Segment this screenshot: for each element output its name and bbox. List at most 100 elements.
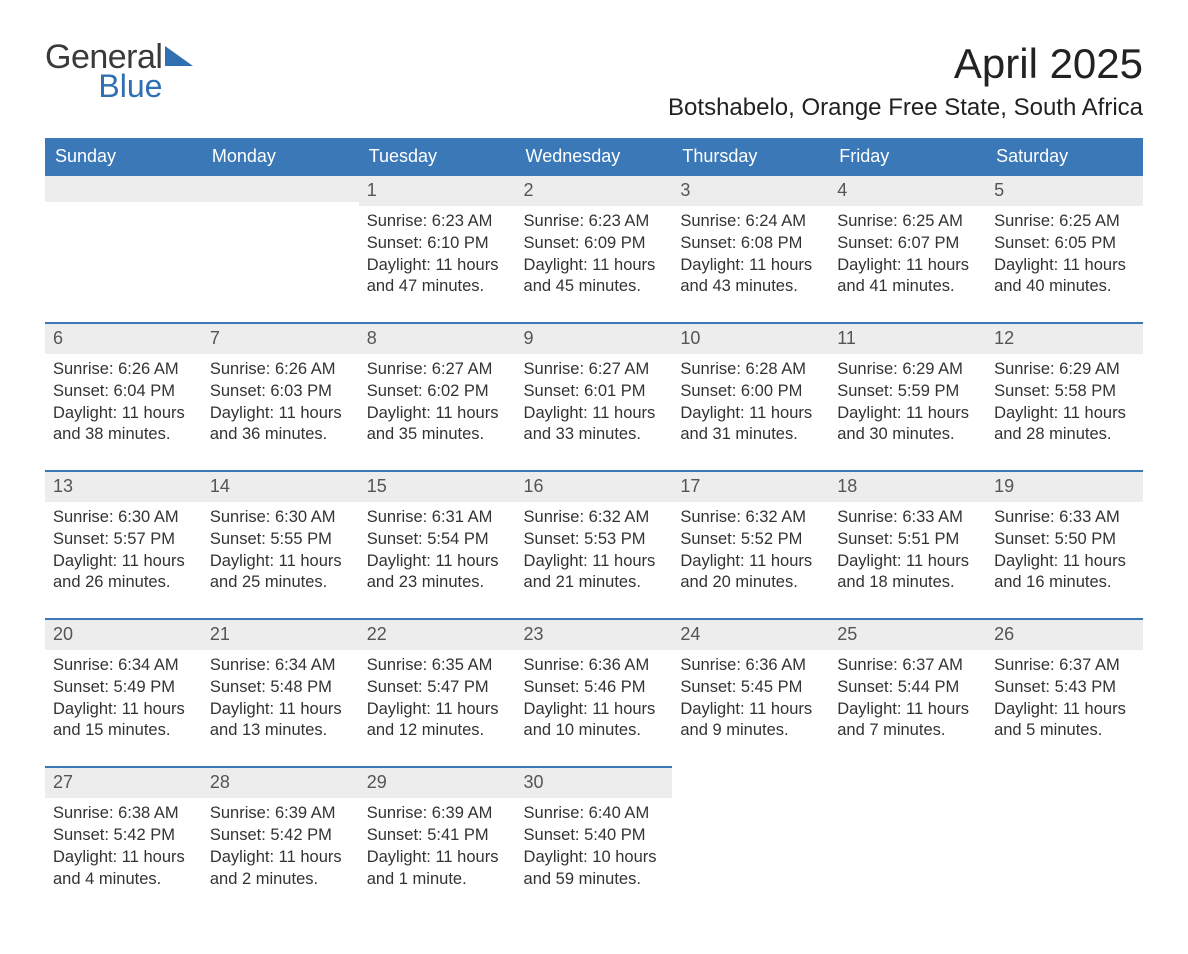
sunrise-line: Sunrise: 6:29 AM <box>837 359 978 381</box>
day-body: Sunrise: 6:23 AMSunset: 6:10 PMDaylight:… <box>359 206 516 322</box>
calendar-empty-cell <box>202 176 359 323</box>
day-body: Sunrise: 6:32 AMSunset: 5:53 PMDaylight:… <box>516 502 673 618</box>
sunrise-line: Sunrise: 6:32 AM <box>524 507 665 529</box>
day-number-band: 10 <box>672 324 829 354</box>
day-number-band: 13 <box>45 472 202 502</box>
day-body: Sunrise: 6:39 AMSunset: 5:42 PMDaylight:… <box>202 798 359 914</box>
calendar-day-cell: 5Sunrise: 6:25 AMSunset: 6:05 PMDaylight… <box>986 176 1143 323</box>
day-body: Sunrise: 6:26 AMSunset: 6:03 PMDaylight:… <box>202 354 359 470</box>
day-body: Sunrise: 6:36 AMSunset: 5:45 PMDaylight:… <box>672 650 829 766</box>
day-number-band: 5 <box>986 176 1143 206</box>
sunrise-line: Sunrise: 6:26 AM <box>210 359 351 381</box>
sunset-line: Sunset: 6:03 PM <box>210 381 351 403</box>
brand-triangle-icon <box>165 46 193 66</box>
daylight-line: Daylight: 11 hours and 47 minutes. <box>367 255 508 299</box>
daylight-line: Daylight: 11 hours and 23 minutes. <box>367 551 508 595</box>
calendar-day-cell: 2Sunrise: 6:23 AMSunset: 6:09 PMDaylight… <box>516 176 673 323</box>
page-title: April 2025 <box>668 40 1143 88</box>
day-body: Sunrise: 6:39 AMSunset: 5:41 PMDaylight:… <box>359 798 516 914</box>
calendar-empty-cell <box>672 767 829 914</box>
day-body: Sunrise: 6:29 AMSunset: 5:58 PMDaylight:… <box>986 354 1143 470</box>
sunrise-line: Sunrise: 6:27 AM <box>367 359 508 381</box>
day-number-band: 27 <box>45 768 202 798</box>
sunrise-line: Sunrise: 6:29 AM <box>994 359 1135 381</box>
sunrise-line: Sunrise: 6:28 AM <box>680 359 821 381</box>
daylight-line: Daylight: 11 hours and 21 minutes. <box>524 551 665 595</box>
sunset-line: Sunset: 6:09 PM <box>524 233 665 255</box>
day-body <box>45 202 202 310</box>
sunrise-line: Sunrise: 6:25 AM <box>994 211 1135 233</box>
day-number-band <box>829 767 986 793</box>
calendar-week-row: 1Sunrise: 6:23 AMSunset: 6:10 PMDaylight… <box>45 176 1143 323</box>
sunset-line: Sunset: 5:50 PM <box>994 529 1135 551</box>
daylight-line: Daylight: 11 hours and 12 minutes. <box>367 699 508 743</box>
day-number-band: 3 <box>672 176 829 206</box>
calendar-day-cell: 15Sunrise: 6:31 AMSunset: 5:54 PMDayligh… <box>359 471 516 619</box>
sunset-line: Sunset: 5:55 PM <box>210 529 351 551</box>
sunset-line: Sunset: 6:05 PM <box>994 233 1135 255</box>
sunrise-line: Sunrise: 6:37 AM <box>837 655 978 677</box>
sunrise-line: Sunrise: 6:23 AM <box>524 211 665 233</box>
calendar-day-cell: 21Sunrise: 6:34 AMSunset: 5:48 PMDayligh… <box>202 619 359 767</box>
sunset-line: Sunset: 6:04 PM <box>53 381 194 403</box>
weekday-header: Thursday <box>672 138 829 176</box>
day-number-band: 30 <box>516 768 673 798</box>
calendar-day-cell: 11Sunrise: 6:29 AMSunset: 5:59 PMDayligh… <box>829 323 986 471</box>
sunset-line: Sunset: 5:59 PM <box>837 381 978 403</box>
sunset-line: Sunset: 5:48 PM <box>210 677 351 699</box>
sunset-line: Sunset: 6:02 PM <box>367 381 508 403</box>
sunset-line: Sunset: 5:45 PM <box>680 677 821 699</box>
day-number-band: 23 <box>516 620 673 650</box>
day-body: Sunrise: 6:32 AMSunset: 5:52 PMDaylight:… <box>672 502 829 618</box>
day-number-band: 19 <box>986 472 1143 502</box>
calendar-day-cell: 7Sunrise: 6:26 AMSunset: 6:03 PMDaylight… <box>202 323 359 471</box>
calendar-day-cell: 13Sunrise: 6:30 AMSunset: 5:57 PMDayligh… <box>45 471 202 619</box>
calendar-day-cell: 16Sunrise: 6:32 AMSunset: 5:53 PMDayligh… <box>516 471 673 619</box>
calendar-day-cell: 23Sunrise: 6:36 AMSunset: 5:46 PMDayligh… <box>516 619 673 767</box>
sunrise-line: Sunrise: 6:31 AM <box>367 507 508 529</box>
calendar-day-cell: 17Sunrise: 6:32 AMSunset: 5:52 PMDayligh… <box>672 471 829 619</box>
sunrise-line: Sunrise: 6:33 AM <box>994 507 1135 529</box>
sunset-line: Sunset: 5:47 PM <box>367 677 508 699</box>
day-number-band: 9 <box>516 324 673 354</box>
day-number-band: 25 <box>829 620 986 650</box>
daylight-line: Daylight: 11 hours and 26 minutes. <box>53 551 194 595</box>
sunrise-line: Sunrise: 6:25 AM <box>837 211 978 233</box>
calendar-day-cell: 20Sunrise: 6:34 AMSunset: 5:49 PMDayligh… <box>45 619 202 767</box>
day-body: Sunrise: 6:28 AMSunset: 6:00 PMDaylight:… <box>672 354 829 470</box>
calendar-day-cell: 24Sunrise: 6:36 AMSunset: 5:45 PMDayligh… <box>672 619 829 767</box>
day-number-band <box>202 176 359 202</box>
day-number-band <box>45 176 202 202</box>
calendar-day-cell: 18Sunrise: 6:33 AMSunset: 5:51 PMDayligh… <box>829 471 986 619</box>
calendar-day-cell: 22Sunrise: 6:35 AMSunset: 5:47 PMDayligh… <box>359 619 516 767</box>
daylight-line: Daylight: 11 hours and 36 minutes. <box>210 403 351 447</box>
day-body: Sunrise: 6:31 AMSunset: 5:54 PMDaylight:… <box>359 502 516 618</box>
sunrise-line: Sunrise: 6:37 AM <box>994 655 1135 677</box>
day-number-band: 18 <box>829 472 986 502</box>
sunset-line: Sunset: 5:52 PM <box>680 529 821 551</box>
calendar-table: SundayMondayTuesdayWednesdayThursdayFrid… <box>45 138 1143 914</box>
calendar-day-cell: 14Sunrise: 6:30 AMSunset: 5:55 PMDayligh… <box>202 471 359 619</box>
calendar-week-row: 13Sunrise: 6:30 AMSunset: 5:57 PMDayligh… <box>45 471 1143 619</box>
sunset-line: Sunset: 5:41 PM <box>367 825 508 847</box>
day-body: Sunrise: 6:40 AMSunset: 5:40 PMDaylight:… <box>516 798 673 914</box>
day-body: Sunrise: 6:33 AMSunset: 5:50 PMDaylight:… <box>986 502 1143 618</box>
daylight-line: Daylight: 11 hours and 18 minutes. <box>837 551 978 595</box>
calendar-day-cell: 28Sunrise: 6:39 AMSunset: 5:42 PMDayligh… <box>202 767 359 914</box>
calendar-day-cell: 6Sunrise: 6:26 AMSunset: 6:04 PMDaylight… <box>45 323 202 471</box>
daylight-line: Daylight: 11 hours and 5 minutes. <box>994 699 1135 743</box>
sunrise-line: Sunrise: 6:27 AM <box>524 359 665 381</box>
day-number-band: 15 <box>359 472 516 502</box>
calendar-day-cell: 12Sunrise: 6:29 AMSunset: 5:58 PMDayligh… <box>986 323 1143 471</box>
calendar-week-row: 20Sunrise: 6:34 AMSunset: 5:49 PMDayligh… <box>45 619 1143 767</box>
daylight-line: Daylight: 11 hours and 1 minute. <box>367 847 508 891</box>
day-number-band: 29 <box>359 768 516 798</box>
daylight-line: Daylight: 11 hours and 45 minutes. <box>524 255 665 299</box>
day-body: Sunrise: 6:36 AMSunset: 5:46 PMDaylight:… <box>516 650 673 766</box>
weekday-header: Monday <box>202 138 359 176</box>
daylight-line: Daylight: 11 hours and 10 minutes. <box>524 699 665 743</box>
day-number-band: 4 <box>829 176 986 206</box>
calendar-empty-cell <box>829 767 986 914</box>
day-body: Sunrise: 6:27 AMSunset: 6:02 PMDaylight:… <box>359 354 516 470</box>
calendar-day-cell: 29Sunrise: 6:39 AMSunset: 5:41 PMDayligh… <box>359 767 516 914</box>
